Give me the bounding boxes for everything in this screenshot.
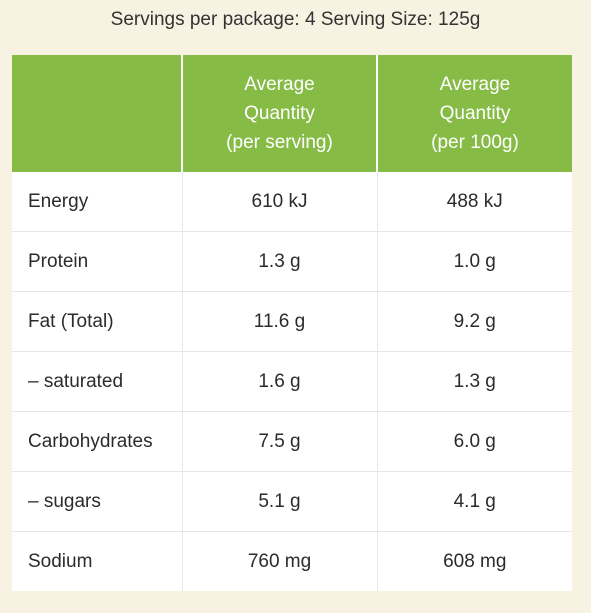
servings-info: Servings per package: 4 Serving Size: 12… <box>110 9 481 30</box>
per-serving-value: 7.5 g <box>182 411 378 472</box>
table-row: Carbohydrates 7.5 g 6.0 g <box>12 411 572 472</box>
per-100g-value: 488 kJ <box>446 190 503 212</box>
header-nutrient-column <box>12 55 183 172</box>
nutrient-name: Protein <box>12 231 183 292</box>
table-row: – saturated 1.6 g 1.3 g <box>12 351 572 412</box>
nutrition-table: Average Quantity (per serving) Average Q… <box>12 55 572 591</box>
header-per-100g: Average Quantity (per 100g) <box>377 55 572 172</box>
header-line: (per serving) <box>226 132 333 153</box>
table-row: Fat (Total) 11.6 g 9.2 g <box>12 291 572 352</box>
table-row: Sodium 760 mg 608 mg <box>12 531 572 591</box>
header-per-serving: Average Quantity (per serving) <box>182 55 378 172</box>
per-100g-value: 1.3 g <box>377 351 572 412</box>
header-line: Average <box>439 74 511 95</box>
header-line: Quantity <box>244 103 315 124</box>
table-row: – sugars 5.1 g 4.1 g <box>12 471 572 532</box>
per-serving-value: 1.3 g <box>182 231 378 292</box>
per-serving-value: 5.1 g <box>182 471 378 532</box>
header-line: (per 100g) <box>431 132 519 153</box>
nutrient-name: – sugars <box>12 471 183 532</box>
header-line: Quantity <box>439 103 511 124</box>
nutrient-name: – saturated <box>12 351 183 412</box>
per-100g-value: 4.1 g <box>377 471 572 532</box>
table-header-row: Average Quantity (per serving) Average Q… <box>12 55 572 172</box>
nutrition-panel: Average Quantity (per serving) Average Q… <box>12 55 572 591</box>
nutrient-name: Energy <box>12 172 183 232</box>
per-100g-value: 6.0 g <box>377 411 572 472</box>
nutrient-name: Fat (Total) <box>12 291 183 352</box>
per-serving-value: 11.6 g <box>182 291 378 352</box>
per-100g-value: 9.2 g <box>377 291 572 352</box>
per-serving-value: 760 mg <box>182 531 378 591</box>
nutrient-name: Carbohydrates <box>12 411 183 472</box>
header-line: Average <box>244 74 315 95</box>
per-100g-value: 1.0 g <box>377 231 572 292</box>
nutrient-name: Sodium <box>12 531 183 591</box>
table-row: Protein 1.3 g 1.0 g <box>12 231 572 292</box>
table-row: Energy 610 kJ 488 kJ <box>12 172 572 232</box>
per-100g-value: 608 mg <box>377 531 572 591</box>
per-serving-value: 610 kJ <box>182 172 378 232</box>
per-serving-value: 1.6 g <box>182 351 378 412</box>
